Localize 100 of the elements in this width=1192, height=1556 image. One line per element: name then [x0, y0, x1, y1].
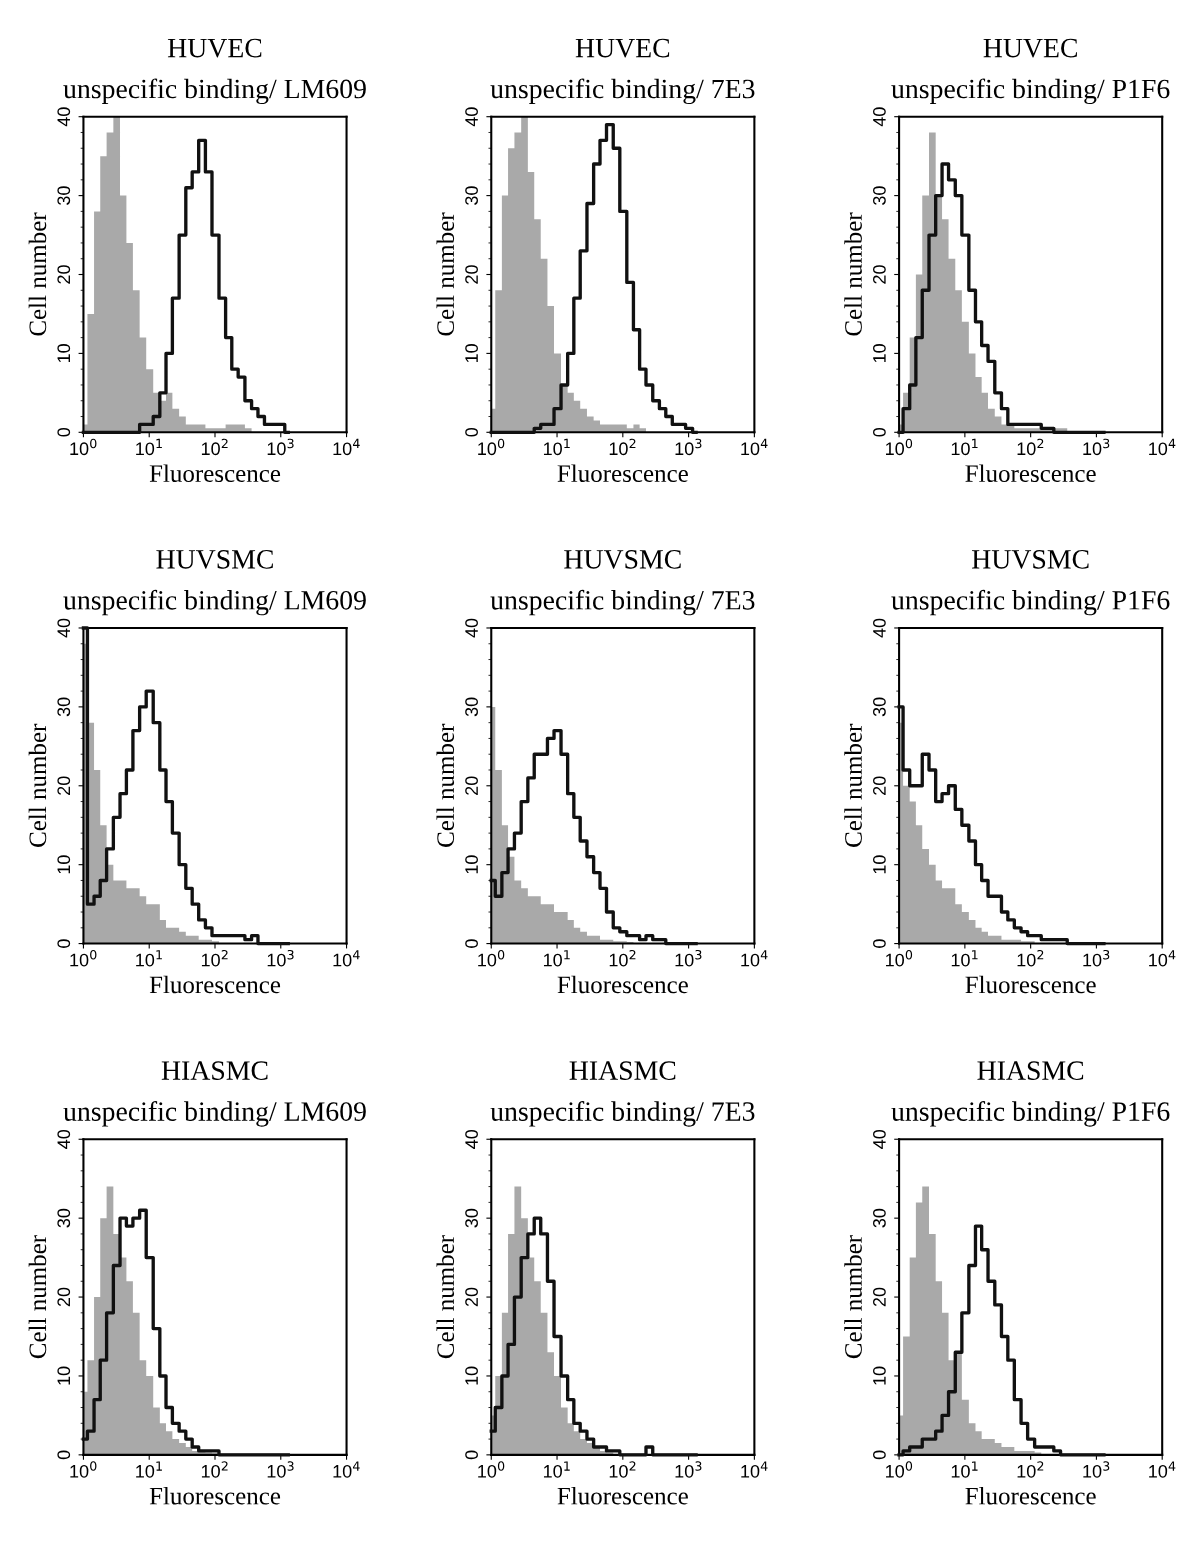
- chart-title: HIASMC: [977, 1061, 1084, 1080]
- x-tick-label: 10$^{1}$: [136, 1461, 162, 1478]
- chart-title: HUVSMC: [156, 550, 273, 569]
- y-tick-label: 0: [465, 1450, 478, 1460]
- x-tick-label: 10$^{0}$: [886, 438, 913, 456]
- x-axis-title: Fluorescence: [557, 464, 688, 483]
- y-tick-label: 10: [873, 344, 886, 363]
- chart-subtitle: unspecific binding/ P1F6: [891, 1101, 1170, 1127]
- chart-subtitle: unspecific binding/ LM609: [63, 78, 366, 105]
- x-tick-label: 10$^{3}$: [675, 438, 702, 456]
- x-tick-label: 10$^{0}$: [478, 949, 505, 967]
- y-tick-label: 30: [873, 697, 886, 717]
- y-axis-title: Cell number: [436, 1235, 455, 1359]
- chart-title: HIASMC: [569, 1061, 676, 1080]
- x-tick-label: 10$^{2}$: [609, 1461, 636, 1478]
- y-axis-title: Cell number: [436, 723, 455, 847]
- y-tick-label: 20: [465, 265, 478, 284]
- y-tick-label: 40: [873, 1129, 886, 1149]
- x-tick-label: 10$^{1}$: [543, 1461, 570, 1478]
- x-tick-label: 10$^{3}$: [675, 949, 702, 967]
- y-tick-label: 0: [873, 1450, 886, 1460]
- y-tick-label: 10: [873, 855, 886, 874]
- x-tick-label: 10$^{0}$: [70, 438, 97, 456]
- x-tick-label: 10$^{3}$: [267, 438, 294, 456]
- x-axis-title: Fluorescence: [557, 975, 688, 994]
- x-tick-label: 10$^{2}$: [1017, 949, 1044, 967]
- y-tick-label: 30: [465, 186, 478, 205]
- chart-title: HIASMC: [161, 1061, 268, 1080]
- chart-title: HUVEC: [575, 38, 670, 58]
- x-tick-label: 10$^{3}$: [267, 1461, 294, 1478]
- y-tick-label: 30: [57, 186, 71, 205]
- y-tick-label: 20: [57, 1287, 71, 1307]
- x-tick-label: 10$^{2}$: [201, 949, 228, 967]
- x-tick-label: 10$^{3}$: [1083, 1461, 1110, 1478]
- chart-subtitle: unspecific binding/ P1F6: [891, 589, 1170, 616]
- x-tick-label: 10$^{4}$: [1149, 950, 1176, 967]
- x-axis-title: Fluorescence: [965, 464, 1096, 483]
- y-tick-label: 30: [57, 697, 71, 717]
- x-tick-label: 10$^{3}$: [267, 949, 294, 967]
- y-tick-label: 10: [57, 855, 71, 874]
- y-tick-label: 0: [57, 1450, 71, 1460]
- chart-title: HUVEC: [167, 38, 262, 58]
- y-tick-label: 20: [57, 265, 71, 284]
- chart-subtitle: unspecific binding/ LM609: [63, 1101, 366, 1127]
- x-tick-label: 10$^{3}$: [1083, 438, 1110, 456]
- x-axis-title: Fluorescence: [965, 1486, 1096, 1505]
- x-tick-label: 10$^{2}$: [1017, 1461, 1044, 1478]
- y-tick-label: 20: [465, 776, 478, 795]
- y-axis-title: Cell number: [28, 212, 47, 336]
- y-tick-label: 40: [873, 618, 886, 638]
- y-tick-label: 20: [465, 1287, 478, 1307]
- y-tick-label: 0: [873, 939, 886, 948]
- y-tick-label: 40: [57, 107, 71, 127]
- chart-subtitle: unspecific binding/ P1F6: [891, 78, 1170, 105]
- y-tick-label: 10: [57, 1366, 71, 1385]
- x-tick-label: 10$^{4}$: [333, 438, 360, 456]
- y-tick-label: 10: [465, 344, 478, 363]
- x-tick-label: 10$^{4}$: [333, 1461, 360, 1478]
- y-axis-title: Cell number: [436, 212, 455, 336]
- x-tick-label: 10$^{3}$: [1083, 949, 1110, 967]
- chart-subtitle: unspecific binding/ 7E3: [490, 589, 755, 616]
- chart-subtitle: unspecific binding/ LM609: [63, 589, 366, 616]
- y-axis-title: Cell number: [28, 1235, 47, 1359]
- x-tick-label: 10$^{4}$: [741, 1461, 768, 1478]
- x-tick-label: 10$^{0}$: [478, 1461, 505, 1478]
- x-tick-label: 10$^{1}$: [136, 950, 162, 967]
- x-tick-label: 10$^{2}$: [201, 438, 228, 456]
- x-tick-label: 10$^{3}$: [675, 1461, 702, 1478]
- chart-subtitle: unspecific binding/ 7E3: [490, 1101, 755, 1127]
- y-tick-label: 10: [57, 344, 71, 363]
- x-tick-label: 10$^{0}$: [886, 1461, 913, 1478]
- y-axis-title: Cell number: [844, 212, 862, 336]
- x-tick-label: 10$^{0}$: [478, 438, 505, 456]
- x-tick-label: 10$^{4}$: [741, 950, 768, 967]
- x-tick-label: 10$^{4}$: [741, 438, 768, 456]
- chart-title: HUVSMC: [972, 550, 1089, 569]
- y-tick-label: 40: [57, 618, 71, 638]
- y-tick-label: 0: [873, 427, 886, 437]
- y-tick-label: 30: [465, 697, 478, 717]
- x-tick-label: 10$^{4}$: [1149, 1461, 1176, 1478]
- y-tick-label: 30: [57, 1208, 71, 1228]
- y-tick-label: 0: [57, 939, 71, 948]
- x-axis-title: Fluorescence: [149, 1486, 281, 1505]
- x-tick-label: 10$^{1}$: [951, 950, 978, 967]
- y-axis-title: Cell number: [844, 723, 862, 847]
- x-tick-label: 10$^{1}$: [543, 438, 570, 456]
- y-tick-label: 30: [465, 1208, 478, 1228]
- y-tick-label: 40: [465, 1129, 478, 1149]
- x-tick-label: 10$^{1}$: [951, 438, 978, 456]
- y-tick-label: 20: [873, 776, 886, 795]
- y-tick-label: 10: [465, 855, 478, 874]
- y-tick-label: 20: [873, 1287, 886, 1307]
- y-axis-title: Cell number: [844, 1235, 862, 1359]
- x-tick-label: 10$^{4}$: [333, 950, 360, 967]
- x-axis-title: Fluorescence: [557, 1486, 688, 1505]
- y-tick-label: 0: [465, 427, 478, 437]
- x-tick-label: 10$^{1}$: [951, 1461, 978, 1478]
- y-tick-label: 0: [57, 427, 71, 437]
- x-tick-label: 10$^{0}$: [70, 949, 97, 967]
- y-tick-label: 20: [57, 776, 71, 795]
